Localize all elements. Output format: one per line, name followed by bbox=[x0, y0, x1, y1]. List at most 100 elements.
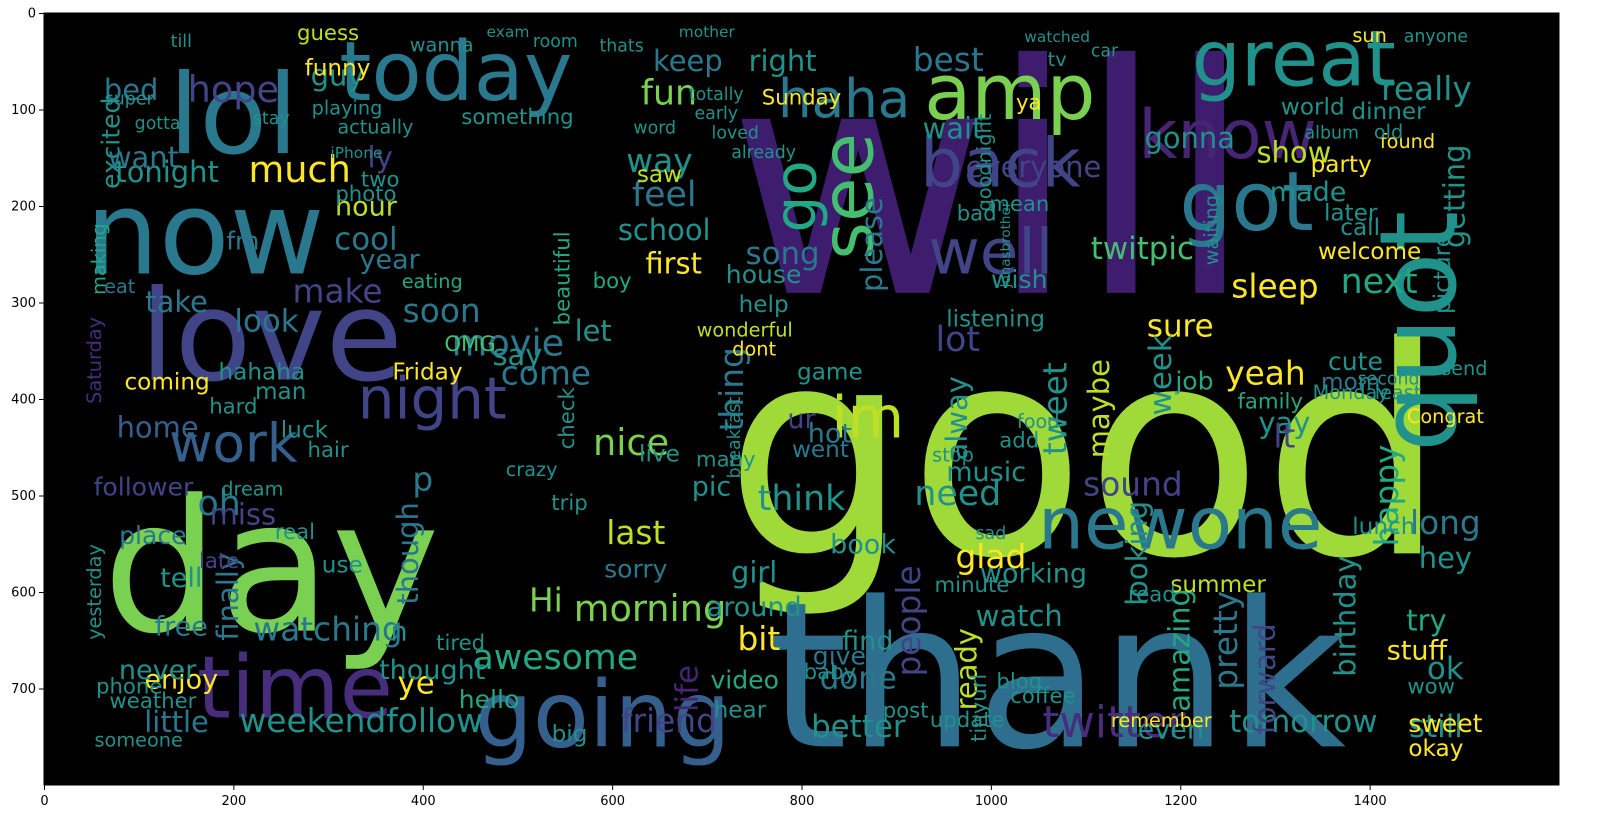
word-mother: mother bbox=[679, 23, 736, 41]
word-jonasbrother: Jonasbrother bbox=[998, 201, 1014, 288]
word-iphone: iPhone bbox=[330, 144, 382, 162]
word-sun: sun bbox=[1352, 24, 1387, 47]
x-tick-label: 600 bbox=[600, 794, 625, 809]
word-weather: weather bbox=[109, 689, 196, 714]
word-hey: hey bbox=[1419, 541, 1472, 575]
word-gonna: gonna bbox=[1144, 121, 1235, 155]
word-sleep: sleep bbox=[1231, 268, 1318, 306]
word-soon: soon bbox=[403, 292, 481, 330]
y-tick-label: 0 bbox=[28, 7, 36, 22]
word-second: second bbox=[1358, 370, 1420, 390]
word-party: party bbox=[1311, 152, 1372, 178]
word-loved: loved bbox=[712, 123, 759, 143]
word-yesterday: yesterday bbox=[83, 544, 106, 640]
word-something: something bbox=[461, 105, 573, 130]
word-sorry: sorry bbox=[604, 555, 668, 584]
word-funny: funny bbox=[305, 56, 371, 82]
word-later: later bbox=[1324, 200, 1378, 226]
word-album: album bbox=[1305, 123, 1359, 143]
word-guess: guess bbox=[297, 21, 359, 46]
word-watched: watched bbox=[1024, 28, 1090, 46]
word-come: come bbox=[501, 355, 591, 393]
y-tick-label: 500 bbox=[11, 489, 36, 504]
word-summer: summer bbox=[1170, 572, 1266, 598]
word-week: week bbox=[1143, 334, 1179, 415]
word-post: post bbox=[883, 698, 929, 723]
word-sound: sound bbox=[1083, 466, 1183, 504]
word-world: world bbox=[1281, 94, 1345, 120]
word-job: job bbox=[1174, 366, 1213, 395]
word-house: house bbox=[726, 260, 802, 289]
y-tick-label: 200 bbox=[11, 200, 36, 215]
word-miss: miss bbox=[210, 497, 276, 531]
word-car: car bbox=[1091, 41, 1119, 61]
word-p: p bbox=[412, 461, 433, 499]
word-family: family bbox=[1237, 390, 1303, 415]
word-last: last bbox=[606, 514, 665, 552]
word-beautiful: beautiful bbox=[551, 231, 576, 325]
word-birthday: birthday bbox=[1328, 556, 1362, 677]
word-picture: picture bbox=[1430, 233, 1456, 314]
word-super: super bbox=[105, 90, 155, 110]
word-friday: Friday bbox=[392, 360, 462, 386]
word-send: send bbox=[1441, 357, 1487, 380]
word-morning: morning bbox=[574, 587, 726, 630]
word-hope: hope bbox=[188, 68, 279, 111]
word-maybe: maybe bbox=[1082, 359, 1116, 458]
word-take: take bbox=[145, 285, 208, 319]
word-early: early bbox=[695, 104, 739, 124]
x-tick-label: 1200 bbox=[1164, 794, 1197, 809]
word-hear: hear bbox=[714, 697, 767, 723]
word-waiting: waiting bbox=[1200, 195, 1223, 265]
word-hi: Hi bbox=[529, 581, 563, 619]
word-let: let bbox=[575, 314, 612, 348]
word-live: live bbox=[639, 442, 680, 468]
word-fm: fm bbox=[226, 226, 259, 255]
word-went: went bbox=[792, 437, 849, 463]
word-food: food bbox=[1017, 410, 1060, 433]
word-minute: minute bbox=[935, 573, 1010, 598]
x-tick-label: 800 bbox=[790, 794, 815, 809]
word-congrat: Congrat bbox=[1407, 405, 1484, 428]
word-till: till bbox=[171, 32, 192, 52]
word-two: two bbox=[361, 168, 400, 193]
word-stuff: stuff bbox=[1387, 636, 1449, 667]
word-saturday: Saturday bbox=[83, 317, 106, 404]
word-baby: baby bbox=[804, 660, 857, 685]
word-tv: tv bbox=[1048, 48, 1067, 71]
word-okay: okay bbox=[1408, 736, 1463, 762]
word-eat: eat bbox=[104, 275, 136, 298]
word-coming: coming bbox=[124, 369, 209, 395]
word-hello: hello bbox=[459, 685, 520, 714]
x-tick-label: 400 bbox=[411, 794, 436, 809]
word-sweet: sweet bbox=[1408, 709, 1482, 738]
word-best: best bbox=[913, 41, 984, 79]
word-wanna: wanna bbox=[410, 34, 474, 57]
word-late: late bbox=[199, 549, 239, 574]
word-gotta: gotta bbox=[135, 114, 181, 134]
word-real: real bbox=[275, 520, 315, 545]
word-awesome: awesome bbox=[473, 638, 639, 678]
word-bad: bad bbox=[957, 201, 997, 226]
word-keep: keep bbox=[653, 44, 723, 78]
word-saw: saw bbox=[637, 162, 682, 188]
word-watching: watching bbox=[253, 610, 402, 648]
word-hard: hard bbox=[209, 394, 257, 419]
word-coffee: coffee bbox=[1010, 684, 1075, 709]
word-want: want bbox=[108, 140, 179, 174]
word-man: man bbox=[255, 379, 306, 405]
word-stop: stop bbox=[932, 444, 974, 467]
x-tick-label: 1400 bbox=[1354, 794, 1387, 809]
word-life: life bbox=[669, 665, 705, 712]
word-free: free bbox=[155, 611, 208, 642]
word-thought: thought bbox=[379, 655, 485, 686]
word-book: book bbox=[830, 529, 896, 560]
word-think: think bbox=[758, 479, 846, 519]
word-girl: girl bbox=[731, 555, 777, 589]
word-make: make bbox=[293, 273, 383, 311]
y-tick-label: 700 bbox=[11, 682, 36, 697]
word-listening: listening bbox=[946, 307, 1045, 333]
word-forward: forward bbox=[1248, 623, 1282, 734]
